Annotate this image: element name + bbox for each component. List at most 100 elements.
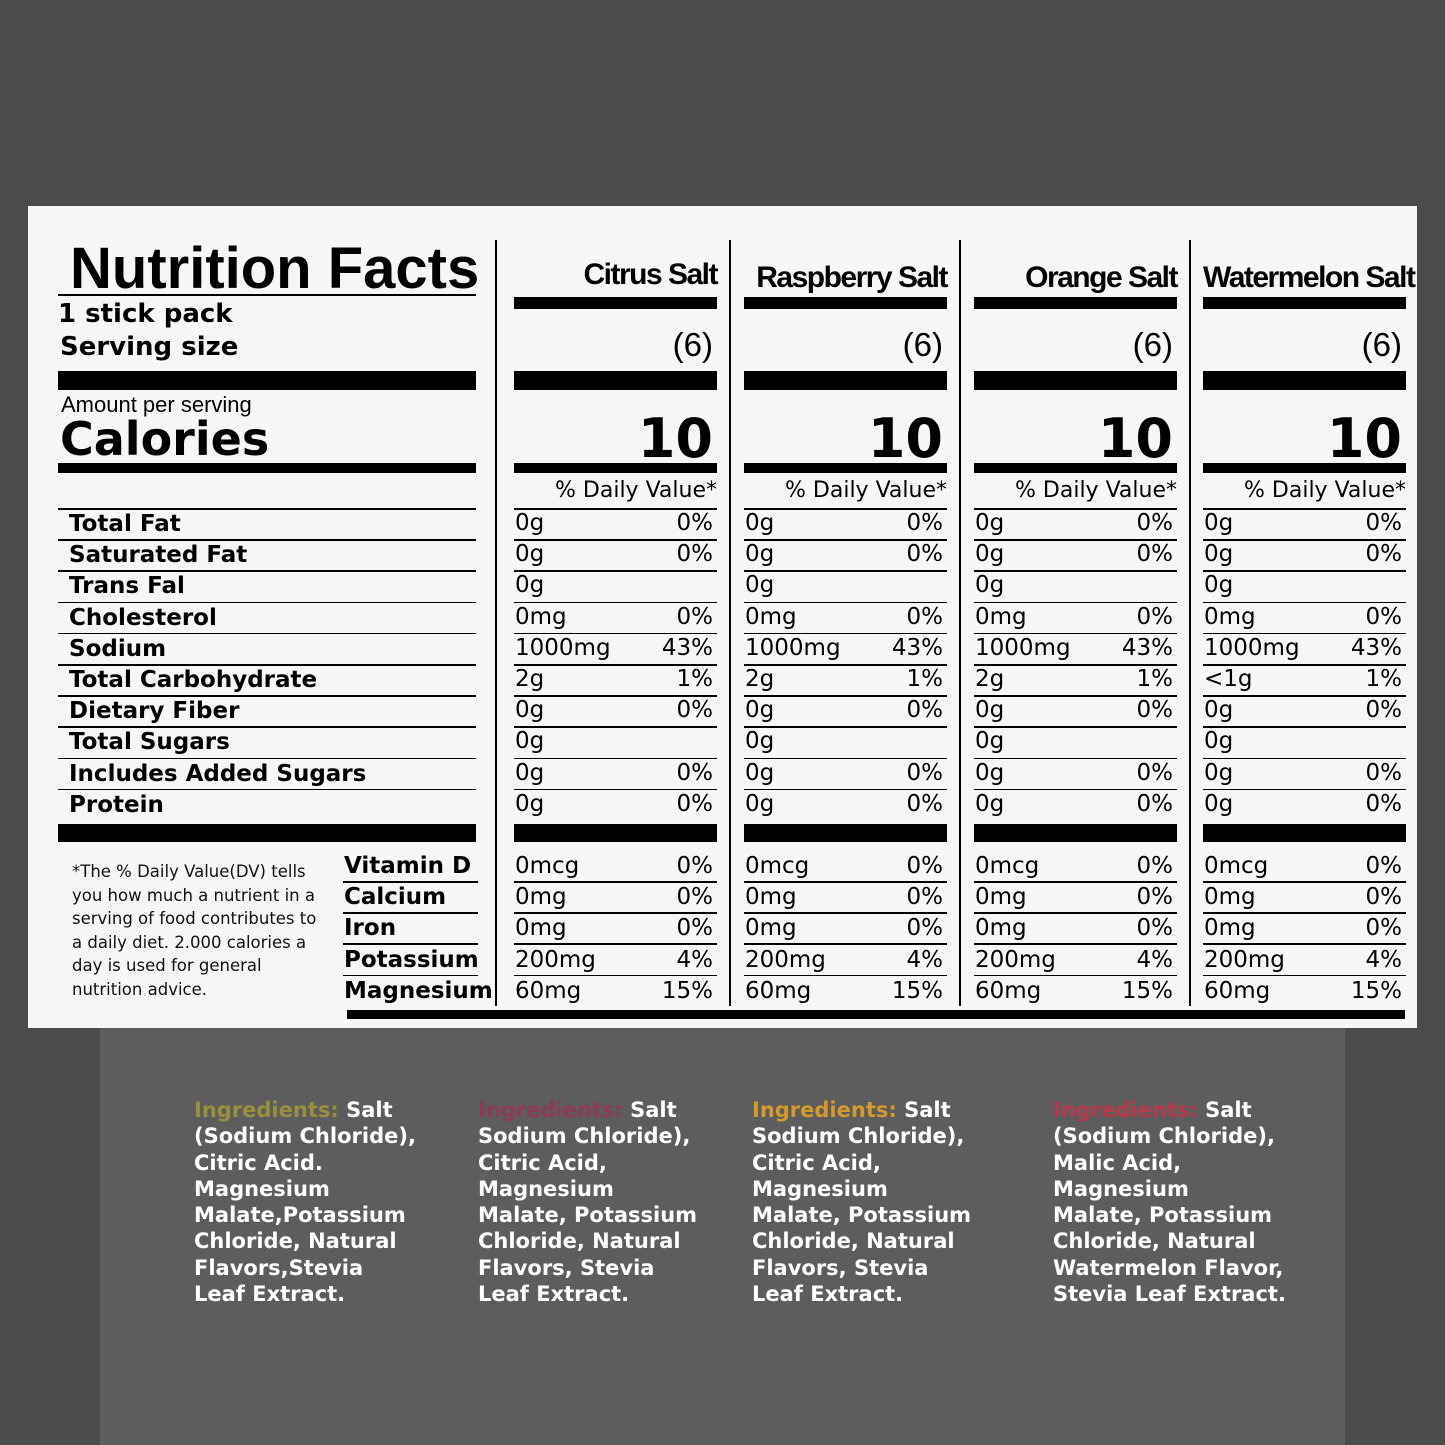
nutrient-percent: 0% xyxy=(1365,603,1403,630)
ingredients-citrus: Ingredients: Salt (Sodium Chloride), Cit… xyxy=(194,1097,416,1307)
vitamin-amount: 0mg xyxy=(975,884,1027,911)
daily-value-footnote: *The % Daily Value(DV) tells you how muc… xyxy=(72,862,317,999)
nutrient-amount: 0mg xyxy=(515,603,567,630)
row-divider xyxy=(1203,788,1406,791)
nutrient-amount: 0g xyxy=(745,790,775,817)
vitamin-amount: 200mg xyxy=(1204,946,1285,973)
row-divider xyxy=(974,539,1177,541)
nutrient-amount: 0g xyxy=(745,572,775,599)
vitamin-percent: 0% xyxy=(1365,853,1403,879)
nutrient-amount: 0g xyxy=(515,728,545,755)
vitamin-percent: 0% xyxy=(676,884,714,911)
daily-value-header: % Daily Value* xyxy=(785,478,947,503)
nutrient-amount: 1000mg xyxy=(1204,634,1300,661)
nutrient-amount: 0g xyxy=(745,697,775,724)
nutrient-percent: 0% xyxy=(1136,603,1174,630)
amount-per-serving: Amount per serving xyxy=(61,392,252,417)
header-bar xyxy=(514,297,717,309)
ingredients-text: Salt Sodium Chloride), Citric Acid, Magn… xyxy=(752,1098,972,1307)
row-divider xyxy=(744,974,947,977)
column-separator xyxy=(959,240,961,1006)
row-divider xyxy=(744,539,947,541)
servings-count: (6) xyxy=(902,326,943,363)
row-divider xyxy=(343,912,478,914)
nutrient-percent: 43% xyxy=(891,634,943,661)
nutrient-label: Total Sugars xyxy=(69,729,230,756)
bottom-bar xyxy=(347,1010,1405,1019)
nutrient-label: Protein xyxy=(69,791,164,818)
daily-value-header: % Daily Value* xyxy=(555,478,717,503)
row-divider xyxy=(974,601,1177,604)
vitamin-percent: 0% xyxy=(906,915,944,942)
vitamin-percent: 4% xyxy=(1136,946,1174,973)
product-name: Citrus Salt xyxy=(583,258,718,291)
nutrient-amount: 0g xyxy=(515,541,545,568)
row-divider xyxy=(744,664,947,666)
nutrient-label: Sodium xyxy=(69,635,167,662)
row-divider xyxy=(58,539,476,541)
nutrient-amount: 0g xyxy=(1204,697,1234,724)
nutrient-percent: 0% xyxy=(906,603,944,630)
row-divider xyxy=(514,539,717,541)
row-divider xyxy=(514,632,717,635)
row-divider xyxy=(1203,726,1406,728)
vitamin-amount: 60mg xyxy=(745,977,812,1004)
nutrition-facts-title: Nutrition Facts xyxy=(70,236,480,301)
row-divider xyxy=(744,881,947,883)
vitamin-percent: 15% xyxy=(1350,977,1402,1004)
ingredients-label: Ingredients: xyxy=(194,1098,339,1122)
row-divider xyxy=(1203,757,1406,760)
vitamin-percent: 0% xyxy=(1136,884,1174,911)
vitamin-percent: 0% xyxy=(1365,884,1403,911)
column-separator xyxy=(1189,240,1191,1006)
row-divider xyxy=(58,570,476,572)
row-divider xyxy=(974,632,1177,635)
nutrient-amount: 0g xyxy=(745,759,775,786)
nutrient-amount: 0g xyxy=(515,510,545,536)
ingredients-watermelon: Ingredients: Salt (Sodium Chloride), Mal… xyxy=(1053,1097,1286,1307)
nutrient-label: Saturated Fat xyxy=(69,542,248,569)
nutrient-amount: 0g xyxy=(975,572,1005,599)
calories-value: 10 xyxy=(1097,407,1173,470)
row-divider xyxy=(1203,570,1406,572)
calories-divider xyxy=(974,463,1177,473)
nutrient-amount: 0g xyxy=(975,728,1005,755)
nutrient-percent: 0% xyxy=(906,541,944,568)
header-bar xyxy=(1203,297,1406,309)
nutrient-amount: 1000mg xyxy=(745,634,841,661)
row-divider xyxy=(744,632,947,635)
row-divider xyxy=(343,943,478,945)
nutrient-amount: 0mg xyxy=(1204,603,1256,630)
vitamin-amount: 0mcg xyxy=(515,853,580,879)
vitamin-percent: 4% xyxy=(1365,946,1403,973)
nutrient-percent: 1% xyxy=(1365,666,1403,692)
nutrient-percent: 0% xyxy=(906,790,944,817)
nutrient-amount: 0g xyxy=(975,510,1005,536)
row-divider xyxy=(974,664,1177,666)
nutrient-amount: 0g xyxy=(1204,510,1234,536)
nutrient-label: Trans Fal xyxy=(69,573,185,600)
ingredients-text: Salt Sodium Chloride), Citric Acid, Magn… xyxy=(478,1098,698,1307)
vitamin-amount: 0mg xyxy=(1204,915,1256,942)
nutrient-amount: 0g xyxy=(515,759,545,786)
nutrient-percent: 0% xyxy=(1365,790,1403,817)
vitamin-label: Potassium xyxy=(344,946,479,973)
row-divider xyxy=(1203,664,1406,666)
serving-count: 1 stick pack xyxy=(58,299,233,329)
nutrient-amount: 0g xyxy=(975,790,1005,817)
row-divider xyxy=(58,632,476,635)
vitamin-amount: 200mg xyxy=(515,946,596,973)
ingredients-raspberry: Ingredients: Salt Sodium Chloride), Citr… xyxy=(478,1097,697,1307)
vitamin-amount: 0mcg xyxy=(975,853,1040,879)
row-divider xyxy=(744,788,947,791)
row-divider xyxy=(514,757,717,760)
row-divider xyxy=(514,726,717,728)
vitamin-percent: 0% xyxy=(906,884,944,911)
calories-value: 10 xyxy=(637,407,713,470)
row-divider xyxy=(744,601,947,604)
servings-count: (6) xyxy=(672,326,713,363)
vitamin-percent: 0% xyxy=(1136,915,1174,942)
nutrient-amount: 0g xyxy=(1204,728,1234,755)
thick-divider xyxy=(974,371,1177,390)
nutrient-amount: 0g xyxy=(975,759,1005,786)
